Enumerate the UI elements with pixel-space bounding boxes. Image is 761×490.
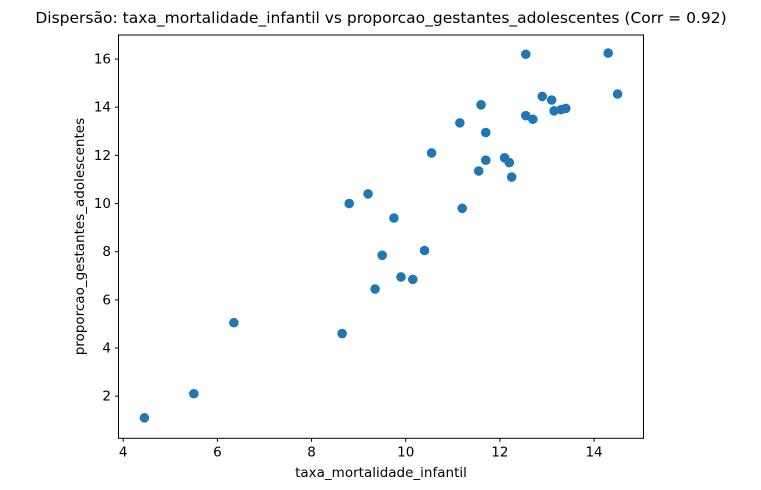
chart-title: Dispersão: taxa_mortalidade_infantil vs … [35,9,726,28]
data-point [612,89,623,99]
y-tick-label: 2 [102,389,111,405]
data-point [561,103,571,114]
data-point [473,166,484,176]
x-tick-label: 4 [119,444,128,460]
data-point [480,127,491,138]
x-tick-label: 6 [213,444,222,460]
data-point [389,213,399,223]
y-tick-label: 12 [94,148,111,164]
data-point [189,388,199,399]
data-point [419,245,430,256]
x-tick-label: 14 [585,444,602,460]
y-tick-label: 10 [94,196,111,212]
y-tick-label: 4 [102,341,111,357]
x-tick-label: 10 [397,444,414,460]
data-point [370,284,380,294]
y-axis-label: proporcao_gestantes_adolescentes [72,118,88,355]
data-points [139,48,623,423]
data-point [603,48,613,58]
data-point [396,272,406,282]
y-tick-label: 8 [102,244,111,260]
data-point [337,328,347,339]
data-point [229,317,239,328]
axis-ticks: 4 6 8 10 12 14 2 4 6 8 10 12 14 16 [94,52,603,461]
data-point [457,203,468,214]
data-point [520,49,531,60]
x-axis-label: taxa_mortalidade_infantil [295,465,467,481]
plot-frame [118,34,644,439]
data-point [377,250,387,261]
x-tick-label: 12 [491,444,508,460]
data-point [139,413,150,423]
data-point [363,189,373,199]
x-tick-label: 8 [307,444,316,460]
data-point [480,155,491,166]
data-point [506,172,517,182]
y-tick-label: 14 [94,100,111,116]
data-point [407,274,418,285]
data-point [528,114,538,125]
data-point [455,118,465,128]
data-point [549,106,559,116]
data-point [546,95,557,105]
data-point [504,157,515,168]
data-point [520,110,531,121]
data-point [537,91,548,102]
data-point [344,198,355,209]
data-point [476,100,486,110]
y-tick-label: 16 [94,52,111,68]
y-tick-label: 6 [102,292,111,308]
data-point [426,148,437,158]
